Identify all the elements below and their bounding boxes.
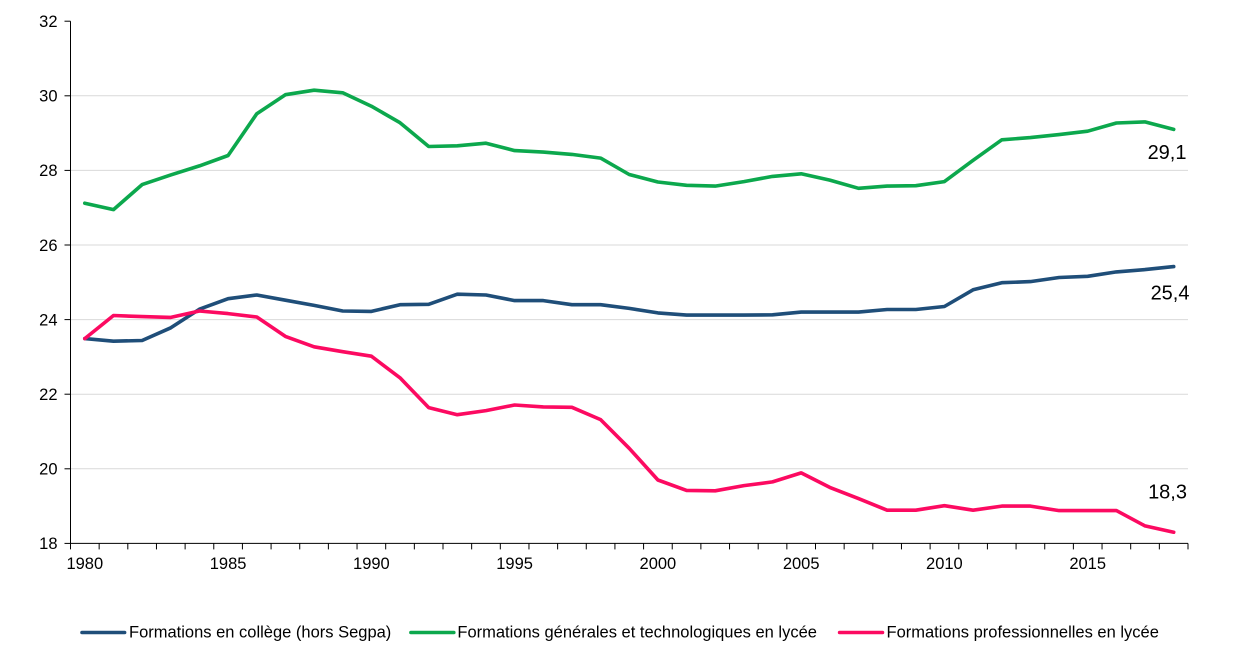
svg-text:18,3: 18,3 [1148,481,1187,503]
svg-text:25,4: 25,4 [1151,283,1190,305]
svg-text:29,1: 29,1 [1148,142,1187,164]
svg-text:1980: 1980 [66,555,103,573]
svg-text:28: 28 [39,162,57,180]
svg-text:32: 32 [39,13,57,31]
svg-text:18: 18 [39,535,57,553]
svg-text:Formations en collège (hors Se: Formations en collège (hors Segpa) [129,623,391,641]
svg-text:30: 30 [39,88,57,106]
svg-text:2010: 2010 [926,555,963,573]
svg-text:2015: 2015 [1069,555,1106,573]
svg-text:1985: 1985 [210,555,247,573]
svg-text:24: 24 [39,311,57,329]
svg-text:22: 22 [39,386,57,404]
svg-text:20: 20 [39,461,57,479]
svg-text:2005: 2005 [783,555,820,573]
svg-text:Formations professionnelles en: Formations professionnelles en lycée [887,623,1159,641]
svg-text:Formations générales et techno: Formations générales et technologiques e… [457,623,817,641]
svg-text:2000: 2000 [640,555,677,573]
svg-text:1995: 1995 [496,555,533,573]
svg-text:26: 26 [39,237,57,255]
svg-text:1990: 1990 [353,555,390,573]
